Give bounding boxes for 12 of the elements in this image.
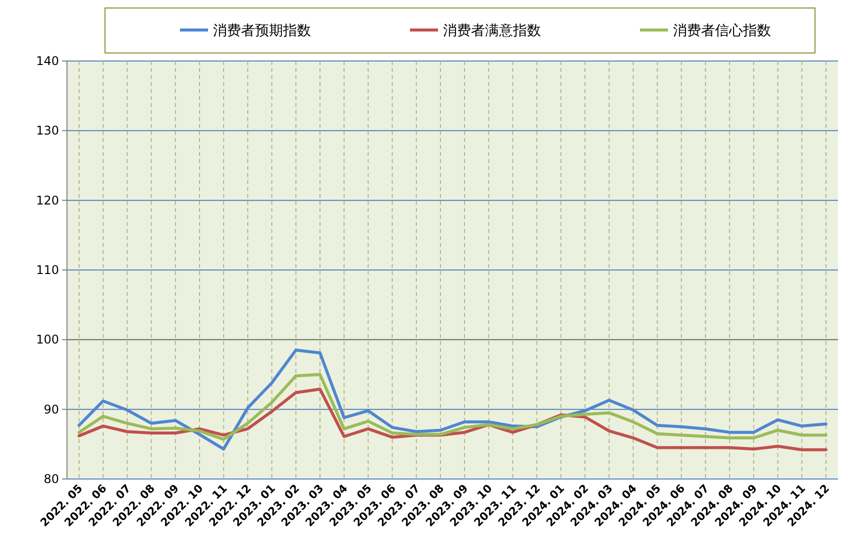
y-tick-label: 120: [36, 193, 59, 208]
y-tick-label: 100: [36, 332, 59, 347]
legend-label: 消费者信心指数: [673, 23, 771, 39]
legend-label: 消费者预期指数: [213, 23, 311, 39]
y-tick-label: 110: [36, 263, 59, 277]
y-tick-label: 130: [36, 124, 59, 138]
y-tick-label: 90: [44, 402, 59, 416]
line-series: [78, 373, 828, 441]
y-tick-label: 80: [44, 472, 59, 486]
line-series: [78, 348, 828, 451]
legend-label: 消费者满意指数: [443, 23, 541, 39]
y-tick-label: 140: [36, 54, 59, 68]
